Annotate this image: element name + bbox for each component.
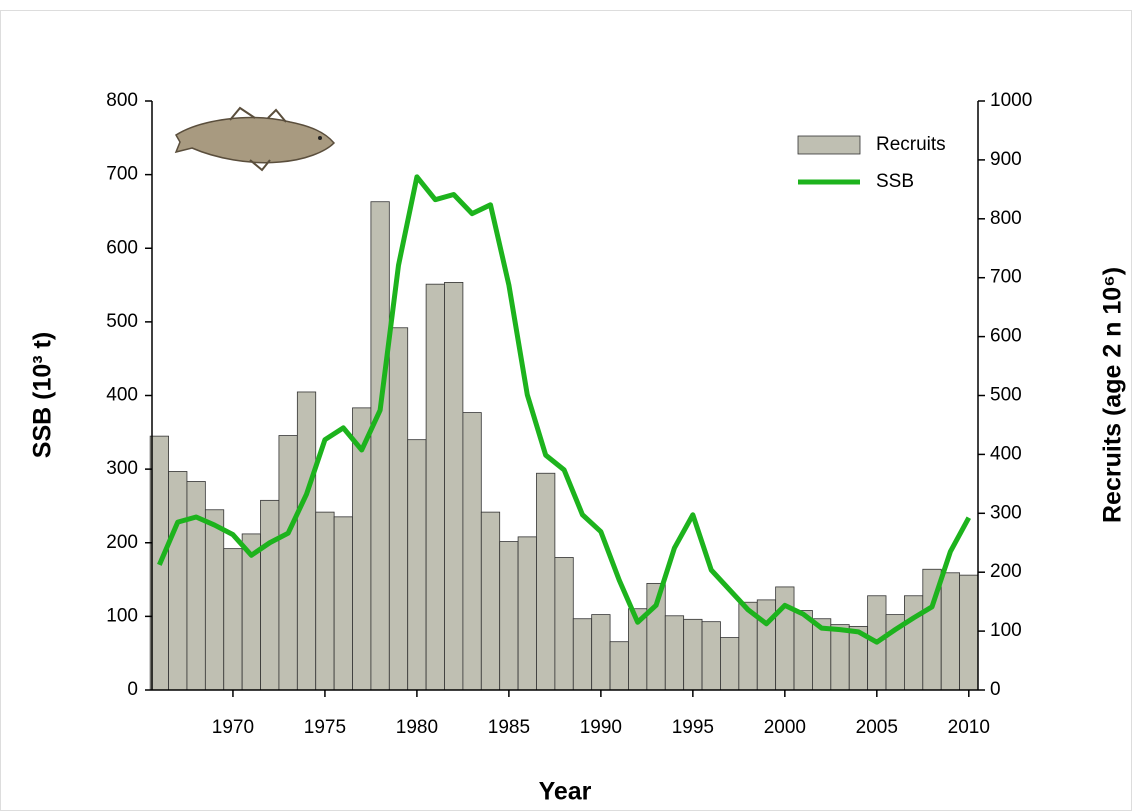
y2-tick-label: 400 bbox=[990, 443, 1022, 464]
bar bbox=[204, 509, 225, 691]
y-tick-label: 800 bbox=[106, 90, 138, 111]
legend-swatch bbox=[797, 135, 861, 155]
fish-icon bbox=[174, 106, 336, 172]
bar bbox=[315, 511, 335, 691]
bar bbox=[260, 499, 280, 691]
x-tick-label: 2010 bbox=[948, 717, 990, 738]
bar bbox=[572, 618, 593, 691]
y-tick-label: 200 bbox=[106, 532, 138, 553]
bar bbox=[296, 391, 317, 691]
bar bbox=[388, 327, 409, 691]
y2-tick-label: 600 bbox=[990, 326, 1022, 347]
bar bbox=[407, 439, 427, 691]
bar bbox=[775, 586, 795, 691]
line bbox=[157, 174, 971, 645]
x-tick-label: 2005 bbox=[856, 717, 898, 738]
bar bbox=[793, 610, 813, 691]
bar bbox=[278, 435, 298, 691]
x-tick-label: 1990 bbox=[580, 717, 622, 738]
bar bbox=[499, 541, 519, 691]
x-tick-label: 1975 bbox=[304, 717, 346, 738]
bar bbox=[370, 201, 390, 691]
legend-label: SSB bbox=[876, 171, 914, 192]
bar bbox=[517, 536, 537, 691]
bar bbox=[168, 471, 188, 691]
x-tick-label: 1985 bbox=[488, 717, 530, 738]
y-tick-label: 100 bbox=[106, 605, 138, 626]
bar bbox=[959, 574, 979, 691]
x-tick-label: 1970 bbox=[212, 717, 254, 738]
x-tick-label: 2000 bbox=[764, 717, 806, 738]
x-tick-label: 1980 bbox=[396, 717, 438, 738]
bar bbox=[720, 637, 740, 691]
bar bbox=[609, 641, 629, 691]
y2-tick-label: 900 bbox=[990, 149, 1022, 170]
bar bbox=[683, 618, 703, 691]
y-tick-label: 500 bbox=[106, 311, 138, 332]
y-tick-label: 600 bbox=[106, 237, 138, 258]
bar bbox=[444, 282, 464, 691]
y2-tick-label: 300 bbox=[990, 502, 1022, 523]
y2-tick-label: 200 bbox=[990, 561, 1022, 582]
bar bbox=[462, 412, 482, 691]
bar bbox=[701, 621, 721, 691]
bar bbox=[904, 595, 924, 691]
y-tick-label: 700 bbox=[106, 164, 138, 185]
bar bbox=[940, 572, 961, 691]
bar bbox=[591, 614, 611, 691]
legend-label: Recruits bbox=[876, 134, 946, 155]
y2-tick-label: 800 bbox=[990, 208, 1022, 229]
y2-tick-label: 700 bbox=[990, 267, 1022, 288]
bar bbox=[223, 548, 243, 691]
y2-tick-label: 1000 bbox=[990, 90, 1032, 111]
bar bbox=[536, 472, 556, 691]
bar bbox=[480, 511, 501, 691]
y2-tick-label: 0 bbox=[990, 679, 1001, 700]
y-tick-label: 300 bbox=[106, 458, 138, 479]
y-tick-label: 0 bbox=[127, 679, 138, 700]
y-axis-title: SSB (10³ t) bbox=[29, 332, 57, 458]
bar bbox=[664, 615, 685, 691]
x-tick-label: 1995 bbox=[672, 717, 714, 738]
bar bbox=[333, 516, 353, 691]
x-axis-title: Year bbox=[539, 778, 592, 806]
bar bbox=[425, 283, 445, 691]
bar bbox=[756, 599, 777, 691]
bar bbox=[186, 481, 206, 691]
y-tick-label: 400 bbox=[106, 385, 138, 406]
bar bbox=[830, 624, 850, 691]
y2-tick-label: 100 bbox=[990, 620, 1022, 641]
frame bbox=[0, 10, 1132, 811]
bar bbox=[554, 557, 574, 691]
y2-tick-label: 500 bbox=[990, 385, 1022, 406]
y2-axis-title: Recruits (age 2 n 10⁶) bbox=[1099, 267, 1127, 523]
